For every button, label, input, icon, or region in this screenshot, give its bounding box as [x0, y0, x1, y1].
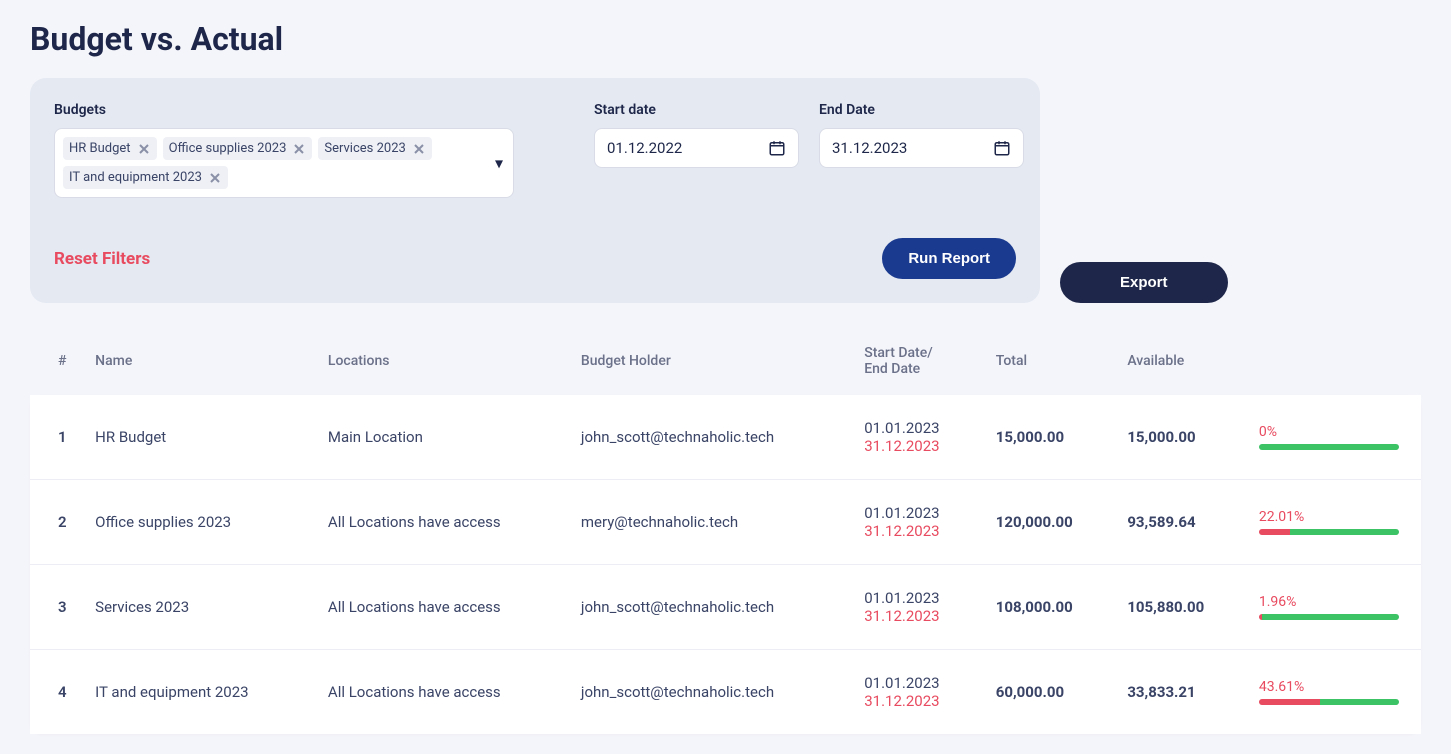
end-date-value: 31.12.2023: [832, 139, 907, 157]
usage-bar-available: [1290, 529, 1399, 535]
budgets-filter-group: Budgets HR Budget Office supplies 2023 Ser…: [54, 102, 514, 198]
filter-panel: Budgets HR Budget Office supplies 2023 Ser…: [30, 78, 1040, 303]
column-header: Start Date/ End Date: [850, 333, 982, 395]
export-wrap: Export: [1040, 262, 1228, 303]
run-report-button[interactable]: Run Report: [882, 238, 1016, 279]
start-date-value: 01.12.2022: [607, 139, 682, 157]
calendar-icon[interactable]: [768, 139, 786, 157]
row-total: 15,000.00: [982, 395, 1114, 480]
row-usage: 1.96%: [1245, 565, 1421, 650]
row-index: 1: [30, 395, 81, 480]
start-date-input[interactable]: 01.12.2022: [594, 128, 799, 168]
table-body: 1HR BudgetMain Locationjohn_scott@techna…: [30, 395, 1421, 734]
row-name: Office supplies 2023: [81, 480, 314, 565]
row-location: All Locations have access: [314, 480, 567, 565]
chevron-down-icon[interactable]: ▾: [495, 154, 503, 173]
row-location: All Locations have access: [314, 650, 567, 735]
budget-chip-label: HR Budget: [69, 141, 131, 156]
column-header: Total: [982, 333, 1114, 395]
usage-bar: [1259, 699, 1399, 705]
budget-table-wrap: #NameLocationsBudget HolderStart Date/ E…: [30, 333, 1421, 734]
budget-chip: Office supplies 2023: [163, 137, 313, 160]
budget-table: #NameLocationsBudget HolderStart Date/ E…: [30, 333, 1421, 734]
usage-bar: [1259, 529, 1399, 535]
budget-chip-label: Office supplies 2023: [169, 141, 287, 156]
row-available: 33,833.21: [1113, 650, 1245, 735]
usage-bar-available: [1262, 614, 1399, 620]
budget-chip: Services 2023: [318, 137, 431, 160]
close-icon[interactable]: [412, 142, 426, 156]
usage-bar-available: [1259, 444, 1399, 450]
usage-bar-used: [1259, 699, 1320, 705]
table-row[interactable]: 2Office supplies 2023All Locations have …: [30, 480, 1421, 565]
close-icon[interactable]: [292, 142, 306, 156]
start-date-group: Start date 01.12.2022: [594, 102, 799, 168]
row-holder: john_scott@technaholic.tech: [567, 395, 850, 480]
export-button[interactable]: Export: [1060, 262, 1228, 303]
filter-top-row: Budgets HR Budget Office supplies 2023 Ser…: [54, 102, 1016, 198]
row-dates: 01.01.202331.12.2023: [850, 650, 982, 735]
row-holder: john_scott@technaholic.tech: [567, 650, 850, 735]
budget-chip-label: IT and equipment 2023: [69, 170, 202, 185]
end-date-label: End Date: [819, 102, 1024, 118]
table-row[interactable]: 3Services 2023All Locations have accessj…: [30, 565, 1421, 650]
row-name: IT and equipment 2023: [81, 650, 314, 735]
row-total: 120,000.00: [982, 480, 1114, 565]
calendar-icon[interactable]: [993, 139, 1011, 157]
filter-bottom-row: Reset Filters Run Report: [54, 238, 1016, 279]
row-name: Services 2023: [81, 565, 314, 650]
table-header: #NameLocationsBudget HolderStart Date/ E…: [30, 333, 1421, 395]
usage-bar: [1259, 614, 1399, 620]
reset-filters-link[interactable]: Reset Filters: [54, 249, 150, 269]
page-title: Budget vs. Actual: [30, 20, 1421, 58]
top-controls: Budgets HR Budget Office supplies 2023 Ser…: [30, 78, 1421, 303]
end-date-input[interactable]: 31.12.2023: [819, 128, 1024, 168]
budget-chip: HR Budget: [63, 137, 157, 160]
table-row[interactable]: 1HR BudgetMain Locationjohn_scott@techna…: [30, 395, 1421, 480]
usage-bar-used: [1259, 529, 1290, 535]
end-date-group: End Date 31.12.2023: [819, 102, 1024, 168]
close-icon[interactable]: [137, 142, 151, 156]
row-total: 60,000.00: [982, 650, 1114, 735]
table-row[interactable]: 4IT and equipment 2023All Locations have…: [30, 650, 1421, 735]
column-header: Name: [81, 333, 314, 395]
usage-pct-label: 43.61%: [1259, 679, 1401, 695]
row-index: 4: [30, 650, 81, 735]
column-header: Available: [1113, 333, 1245, 395]
column-header: [1245, 333, 1421, 395]
start-date-label: Start date: [594, 102, 799, 118]
row-holder: john_scott@technaholic.tech: [567, 565, 850, 650]
usage-pct-label: 1.96%: [1259, 594, 1401, 610]
row-holder: mery@technaholic.tech: [567, 480, 850, 565]
row-location: All Locations have access: [314, 565, 567, 650]
row-available: 105,880.00: [1113, 565, 1245, 650]
row-usage: 43.61%: [1245, 650, 1421, 735]
row-index: 3: [30, 565, 81, 650]
row-name: HR Budget: [81, 395, 314, 480]
row-index: 2: [30, 480, 81, 565]
row-total: 108,000.00: [982, 565, 1114, 650]
close-icon[interactable]: [208, 171, 222, 185]
row-available: 93,589.64: [1113, 480, 1245, 565]
row-dates: 01.01.202331.12.2023: [850, 480, 982, 565]
row-location: Main Location: [314, 395, 567, 480]
usage-pct-label: 22.01%: [1259, 509, 1401, 525]
budgets-label: Budgets: [54, 102, 514, 118]
row-usage: 22.01%: [1245, 480, 1421, 565]
column-header: #: [30, 333, 81, 395]
budget-chip: IT and equipment 2023: [63, 166, 228, 189]
usage-pct-label: 0%: [1259, 424, 1401, 440]
row-available: 15,000.00: [1113, 395, 1245, 480]
usage-bar: [1259, 444, 1399, 450]
column-header: Locations: [314, 333, 567, 395]
budgets-multiselect[interactable]: HR Budget Office supplies 2023 Services 20…: [54, 128, 514, 198]
row-usage: 0%: [1245, 395, 1421, 480]
row-dates: 01.01.202331.12.2023: [850, 395, 982, 480]
row-dates: 01.01.202331.12.2023: [850, 565, 982, 650]
budget-chip-label: Services 2023: [324, 141, 405, 156]
usage-bar-available: [1320, 699, 1399, 705]
column-header: Budget Holder: [567, 333, 850, 395]
